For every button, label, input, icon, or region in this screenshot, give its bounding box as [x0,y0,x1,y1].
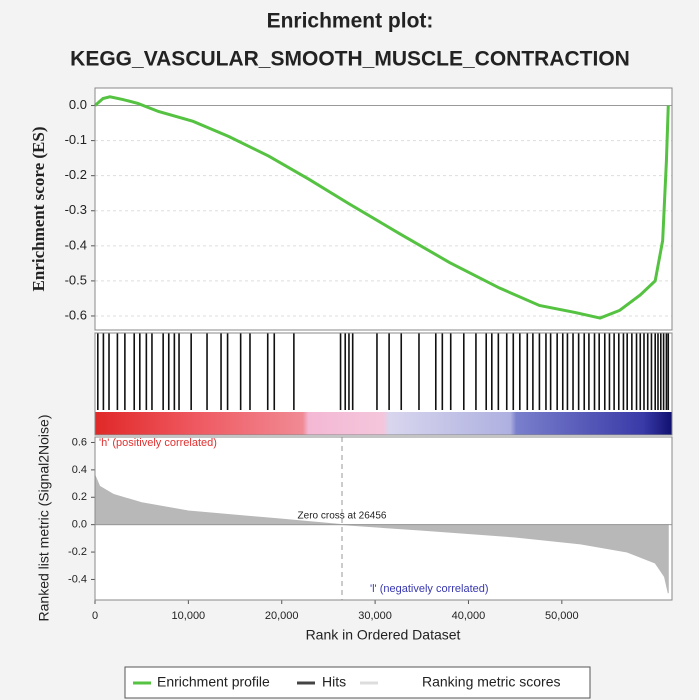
x-tick-label: 10,000 [172,610,206,622]
zero-cross-label: Zero cross at 26456 [298,510,387,521]
y-tick-label: -0.3 [65,202,87,217]
chart-subtitle: KEGG_VASCULAR_SMOOTH_MUSCLE_CONTRACTION [70,48,630,71]
y-tick-label: -0.2 [68,546,87,558]
y-tick-label: 0.2 [72,491,87,503]
x-tick-label: 0 [92,610,98,622]
x-tick-label: 40,000 [452,610,486,622]
chart-title: Enrichment plot: [267,10,434,33]
legend [124,666,591,699]
enrichment-line [94,95,670,320]
x-tick-label: 30,000 [358,610,392,622]
legend-label: Hits [322,674,346,690]
y-tick-label: 0.0 [69,97,87,112]
y-axis-label: Enrichment score (ES) [29,127,48,292]
legend-label: Ranking metric scores [422,674,561,690]
negative-label: 'l' (negatively correlated) [370,583,489,595]
x-axis-label: Rank in Ordered Dataset [306,627,461,643]
y-tick-label: -0.6 [65,307,87,322]
y-tick-label: 0.0 [72,519,87,531]
legend-label: Enrichment profile [157,674,270,690]
y-tick-label: -0.2 [65,167,87,182]
y-tick-label: -0.4 [68,573,87,585]
y-tick-label: -0.5 [65,272,87,287]
panel-frame [94,87,673,331]
rank-color-bar [95,412,672,435]
y-tick-label: 0.4 [72,464,87,476]
positive-label: 'h' (positively correlated) [99,437,217,449]
panel-frame [94,436,673,601]
panel-frame [94,332,673,436]
x-tick-label: 50,000 [545,610,579,622]
y-tick-label: -0.1 [65,132,87,147]
x-tick-label: 20,000 [265,610,299,622]
y-axis-label: Ranked list metric (Signal2Noise) [36,415,52,622]
metric-area [94,475,669,594]
y-tick-label: 0.6 [72,436,87,448]
y-tick-label: -0.4 [65,237,87,252]
